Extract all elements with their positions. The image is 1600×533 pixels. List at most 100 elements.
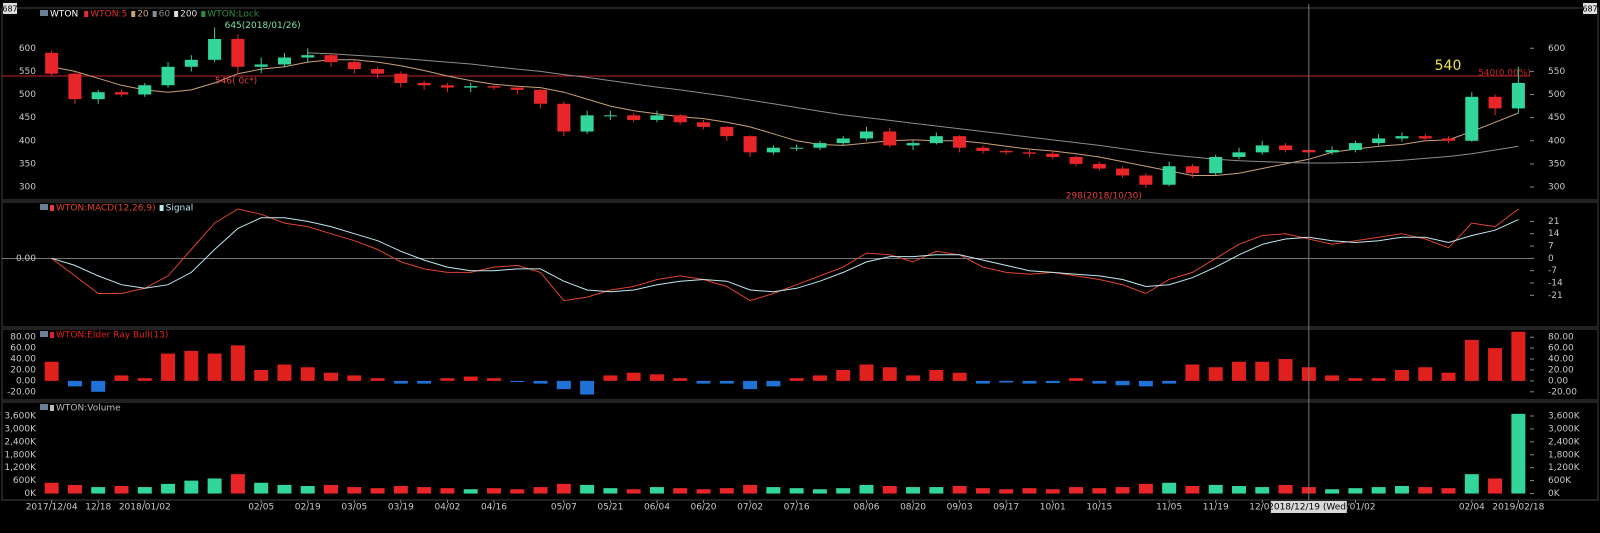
bar (906, 487, 921, 494)
bar (533, 487, 548, 494)
x-tick-label: 10/15 (1086, 503, 1112, 513)
legend-label: 200 (180, 10, 197, 20)
bar (743, 380, 758, 390)
bar (1069, 378, 1083, 381)
candle-body (720, 126, 734, 137)
bar (1511, 331, 1526, 381)
candle-body (580, 115, 594, 132)
candle-body (1418, 136, 1432, 139)
y-tick-label: 350 (1548, 159, 1565, 169)
candle-body (1279, 145, 1293, 151)
panel-border (1, 328, 1599, 401)
y-tick-label-left: 0.00 (16, 376, 36, 386)
candle-body (1069, 156, 1083, 164)
bar (277, 484, 292, 494)
bar (975, 380, 990, 384)
candle-body (650, 115, 664, 120)
bar (836, 488, 851, 494)
panel-border (1, 401, 1599, 501)
bar (1045, 380, 1060, 384)
bar (1371, 378, 1386, 381)
bar (1092, 488, 1107, 494)
candle-body (929, 136, 943, 144)
x-tick-label: 11/05 (1156, 503, 1182, 513)
y-tick-label: 600K (1548, 476, 1572, 486)
bar (1232, 361, 1246, 381)
bar (137, 378, 152, 381)
x-tick-label: 04/02 (434, 503, 460, 513)
bar (370, 378, 385, 381)
bar (649, 374, 664, 381)
candle-body (557, 103, 571, 132)
bar (603, 375, 618, 381)
bar (91, 487, 106, 494)
bar (696, 380, 711, 384)
x-tick-label: 07/02 (737, 503, 763, 513)
bar (230, 345, 245, 381)
bar (789, 378, 804, 381)
bar (463, 489, 478, 494)
candle-body (1488, 96, 1502, 109)
annotation: 298(2018/10/30) (1066, 191, 1142, 201)
bar (207, 353, 222, 381)
candle-body (1395, 136, 1409, 139)
y-tick-label-left: 80.00 (10, 333, 36, 343)
bar (324, 484, 338, 494)
y-tick-label-left: 400 (19, 136, 36, 146)
legend-label: WTON:MACD(12,26,9) (56, 204, 156, 214)
candle-body (347, 62, 361, 70)
bar (393, 486, 408, 494)
x-tick-label: 06/20 (691, 503, 717, 513)
candle-body (208, 38, 222, 60)
y-tick-label: 2,400K (1548, 437, 1581, 447)
candle-body (231, 38, 245, 67)
reference-label: 540(0.00%) (1478, 69, 1531, 79)
y-tick-label-left: 0K (24, 489, 37, 499)
bar (580, 380, 595, 395)
x-tick-label: 2017/12/04 (26, 503, 78, 513)
corner-box (1583, 3, 1597, 14)
legend-swatch (159, 205, 164, 211)
bar (1418, 487, 1433, 494)
x-tick-label: 02/19 (295, 503, 321, 513)
legend-swatch (50, 405, 54, 411)
bar (440, 488, 455, 494)
x-tick-label: 05/21 (597, 503, 623, 513)
x-tick-label: 08/06 (854, 503, 880, 513)
candle-body (696, 122, 711, 127)
bar (487, 378, 501, 381)
candle-body (114, 92, 129, 95)
panel-border (1, 201, 1599, 328)
bar (836, 369, 851, 381)
candle-body (1325, 150, 1339, 153)
bar (673, 378, 688, 381)
bar (67, 484, 82, 494)
y-tick-label-left: -20.00 (7, 387, 36, 397)
x-tick-label: 2018/01/02 (119, 503, 171, 513)
panel-icon (40, 404, 48, 410)
bar (1022, 488, 1037, 494)
bar (1185, 364, 1200, 381)
y-tick-label: 600 (1548, 44, 1565, 54)
bar (230, 474, 245, 494)
series-line (51, 208, 1519, 302)
candle-body (673, 115, 687, 123)
panel-icon (40, 204, 48, 210)
x-tick-label: 12/18 (85, 503, 111, 513)
bar (766, 487, 781, 494)
x-tick-label: 07/16 (784, 503, 810, 513)
bar (324, 372, 338, 381)
bar (1278, 484, 1293, 494)
panel-icon (40, 10, 48, 16)
bar (1022, 380, 1037, 384)
bar (463, 376, 478, 381)
bar (1045, 489, 1060, 494)
bar (906, 375, 921, 381)
y-tick-label: 400 (1548, 136, 1565, 146)
candle-body (1465, 96, 1479, 141)
legend-label: WTON:Volume (56, 404, 121, 414)
bar (510, 489, 525, 494)
